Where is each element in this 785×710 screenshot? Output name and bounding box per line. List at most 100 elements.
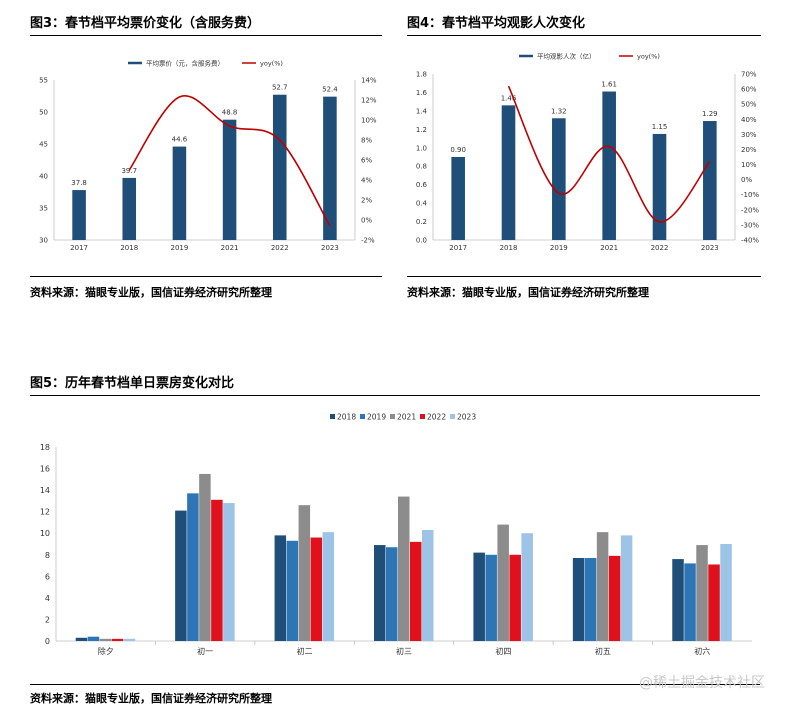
legend-swatch (390, 414, 395, 419)
legend-label: 2018 (337, 413, 356, 422)
bar (72, 190, 86, 240)
bar (374, 545, 386, 641)
fig4-bottom-rule (407, 276, 761, 277)
legend-label: yoy(%) (260, 60, 283, 68)
fig5-top-rule (30, 395, 760, 396)
y2-tick-label: 10% (361, 117, 377, 125)
bar-data-label: 39.7 (121, 167, 137, 175)
bar (222, 119, 237, 240)
bar (122, 177, 137, 240)
y2-tick-label: -30% (741, 221, 759, 229)
x-tick-label: 初二 (297, 646, 313, 656)
y-tick-label: 10 (40, 529, 50, 538)
bar (584, 558, 597, 641)
y-tick-label: 16 (40, 465, 50, 474)
bar (322, 532, 335, 641)
bar (672, 559, 684, 641)
bar (552, 118, 566, 240)
y-tick-label: 35 (39, 205, 48, 213)
bar (398, 496, 410, 641)
bar (572, 558, 585, 641)
x-tick-label: 2019 (550, 244, 568, 252)
yoy-line (128, 95, 331, 227)
y-tick-label: 8 (45, 551, 50, 560)
bar (75, 637, 88, 641)
bar (111, 638, 124, 641)
bar-data-label: 44.6 (172, 136, 188, 144)
bar (703, 121, 717, 240)
y2-tick-label: 20% (741, 146, 757, 154)
x-tick-label: 2023 (701, 244, 719, 252)
x-tick-label: 2017 (70, 244, 88, 252)
legend-label: yoy(%) (637, 53, 660, 61)
fig5-title: 图5：历年春节档单日票房变化对比 (30, 376, 235, 391)
y2-tick-label: 6% (361, 157, 372, 165)
y2-tick-label: 50% (741, 101, 757, 109)
x-tick-label: 2022 (651, 244, 669, 252)
fig5-source: 资料来源：猫眼专业版，国信证券经济研究所整理 (30, 692, 272, 705)
bar (608, 555, 621, 641)
x-tick-label: 2017 (449, 244, 467, 252)
y-tick-label: 2 (45, 615, 50, 624)
x-tick-label: 除夕 (98, 646, 114, 656)
x-tick-label: 2023 (321, 244, 339, 252)
bar (497, 524, 509, 641)
y2-tick-label: 8% (361, 137, 372, 145)
y-tick-label: 50 (39, 109, 48, 117)
bar (451, 157, 465, 240)
y-tick-label: 1.2 (416, 126, 427, 134)
y-tick-label: 1.8 (416, 71, 427, 79)
y-tick-label: 30 (39, 237, 48, 245)
y-tick-label: 0.4 (416, 200, 428, 208)
bar (620, 535, 633, 641)
bar (386, 547, 398, 641)
y2-tick-label: 40% (741, 116, 757, 124)
bar-data-label: 48.8 (222, 109, 238, 117)
bar (485, 554, 497, 641)
y2-tick-label: 14% (361, 77, 377, 85)
bar (175, 510, 187, 641)
bar-data-label: 0.90 (450, 146, 466, 154)
bar (696, 545, 708, 641)
y-tick-label: 4 (45, 594, 50, 603)
x-tick-label: 2022 (271, 244, 289, 252)
y-tick-label: 55 (39, 77, 48, 85)
fig4-top-rule (407, 35, 761, 36)
y2-tick-label: 30% (741, 131, 757, 139)
yoy-line (507, 85, 711, 223)
legend-swatch (420, 414, 425, 419)
y2-tick-label: 70% (741, 71, 757, 79)
bar-data-label: 52.7 (272, 84, 288, 92)
y2-tick-label: 4% (361, 177, 372, 185)
y-tick-label: 0 (45, 637, 50, 646)
bar (509, 554, 521, 641)
fig3-chart: 30 35 40 45 50 55 -2% 0% 2% 4% 6% 8% 10% 12% 14% 37.8 20… (39, 59, 377, 253)
y2-tick-label: -2% (361, 237, 375, 245)
y-tick-label: 0.6 (416, 181, 428, 189)
bar (422, 529, 434, 641)
y-tick-label: 40 (39, 173, 48, 181)
bar (602, 91, 616, 240)
legend-label: 平均观影人次（亿） (537, 52, 596, 61)
y2-tick-label: 60% (741, 86, 757, 94)
bar-data-label: 1.46 (501, 94, 517, 102)
x-tick-label: 初一 (197, 646, 213, 656)
bar (473, 552, 485, 641)
y-tick-label: 1.4 (416, 107, 428, 115)
legend-swatch (330, 414, 335, 419)
fig4-chart: 0.0 0.2 0.4 0.6 0.8 1.0 1.2 1.4 1.6 1.8 -40% -30% -2… (416, 52, 760, 253)
bar (187, 493, 199, 641)
bar (720, 544, 732, 641)
bar (172, 146, 187, 240)
bar (223, 503, 235, 641)
bar-data-label: 52.4 (322, 86, 338, 94)
y-tick-label: 1.0 (416, 144, 427, 152)
y-tick-label: 0.8 (416, 163, 427, 171)
legend-label: 2019 (367, 413, 386, 422)
y2-tick-label: 2% (361, 197, 372, 205)
fig3-top-rule (30, 35, 382, 36)
y2-tick-label: 10% (741, 161, 757, 169)
fig4-title: 图4：春节档平均观影人次变化 (407, 16, 586, 31)
legend-label: 2022 (427, 413, 446, 422)
bar (272, 94, 287, 240)
